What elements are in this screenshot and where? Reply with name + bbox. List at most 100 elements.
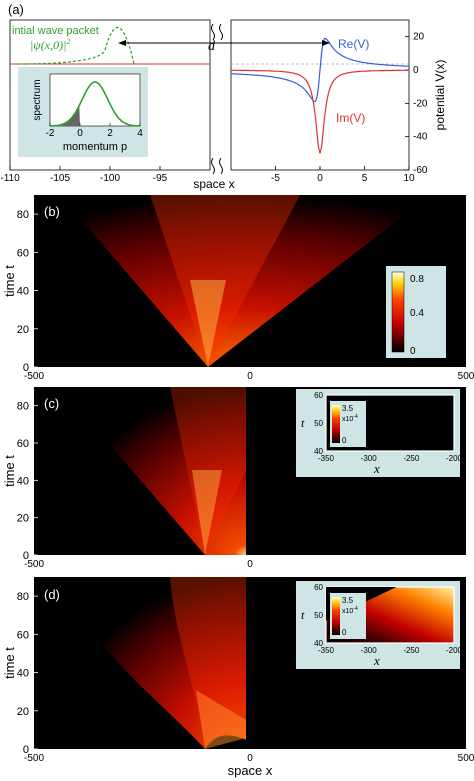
im-v-curve: [231, 69, 409, 154]
heatmap-ytick-label: 80: [17, 209, 29, 221]
psi-label: |ψ(x,0)|2: [30, 37, 70, 52]
heatmap-c-hotspot: [192, 470, 222, 555]
inset-ylabel: t: [301, 416, 305, 430]
heatmap-ytick-label: 0: [23, 744, 29, 756]
heatmap-ytick-label: 60: [17, 438, 29, 450]
inset-xtick-label: -200: [446, 454, 463, 463]
inset-ylabel: t: [301, 608, 305, 622]
inset-ytick-label: 60: [314, 391, 323, 400]
spectrum-inset: -2 0 2 4 spectrum momentum p: [18, 67, 148, 157]
spectrum-xtick-label: -2: [46, 128, 55, 139]
im-v-label: Im(V): [336, 111, 365, 125]
inset-ytick-label: 50: [314, 611, 323, 620]
a-left-xtick-label: -100: [100, 173, 120, 184]
inset-xtick-label: -200: [446, 646, 463, 655]
heatmap-xtick-label: -500: [24, 753, 44, 764]
a-ytick-label: -60: [413, 165, 428, 176]
heatmap-ytick-label: 0: [23, 550, 29, 562]
heatmap-ytick-label: 20: [17, 513, 29, 525]
inset-xtick-label: -350: [318, 646, 335, 655]
distance-arrow-left-head: [118, 40, 126, 46]
inset-colorbar-scale: x10-4: [342, 414, 358, 423]
wave-packet-label: intial wave packet: [12, 25, 99, 37]
a-ytick-label: 20: [413, 32, 425, 43]
inset-xtick-label: -300: [361, 646, 378, 655]
a-right-xtick-label: 5: [362, 173, 368, 184]
distance-label: d: [208, 39, 216, 54]
heatmap-xtick-label: -500: [24, 371, 44, 382]
panel-d-xlabel: space x: [228, 763, 273, 778]
a-right-xtick-label: -5: [271, 173, 280, 184]
inset-xtick-label: -250: [403, 454, 420, 463]
inset-ytick-label: 60: [314, 583, 323, 592]
spectrum-ylabel: spectrum: [32, 79, 43, 120]
inset-colorbar-scale: x10-4: [342, 606, 358, 615]
spectrum-curve: [50, 81, 140, 127]
panel-b-label: (b): [44, 204, 60, 219]
inset-xlabel: x: [373, 461, 380, 476]
heatmap-ytick-label: 0: [23, 362, 29, 374]
a-ytick-label: 0: [413, 65, 419, 76]
panel-a-ylabel: potential V(x): [433, 60, 447, 131]
inset-colorbar: [332, 405, 340, 443]
colorbar-b-tick-mid: 0.4: [410, 308, 424, 319]
colorbar-b: 0.8 0.4 0: [386, 266, 446, 358]
heatmap-xtick-label: 0: [247, 753, 253, 764]
panel-b-ylabel: time t: [2, 265, 17, 297]
heatmap-ytick-label: 80: [17, 401, 29, 413]
spectrum-shaded-area: [50, 105, 80, 126]
inset-colorbar-min: 0: [342, 436, 347, 445]
heatmap-ytick-label: 80: [17, 591, 29, 603]
inset-ytick-label: 50: [314, 419, 323, 428]
panel-a-label: (a): [8, 2, 24, 17]
heatmap-d-hotspot: [196, 690, 246, 749]
colorbar-b-tick-top: 0.8: [410, 274, 424, 285]
heatmap-xtick-label: -500: [24, 559, 44, 570]
inset-colorbar-max: 3.5: [342, 404, 354, 413]
heatmap-d-core: [170, 577, 246, 749]
panel-c-ylabel: time t: [2, 455, 17, 487]
inset-colorbar-min: 0: [342, 628, 347, 637]
a-ytick-label: -20: [413, 98, 428, 109]
heatmap-xtick-label: 500: [458, 753, 474, 764]
axis-break-bottom: [211, 157, 223, 175]
re-v-curve: [230, 37, 410, 103]
colorbar-b-gradient: [391, 271, 405, 353]
inset-ytick-label: 40: [314, 639, 323, 648]
panel-c-label: (c): [44, 396, 59, 411]
inset-ytick-label: 40: [314, 447, 323, 456]
spectrum-xlabel: momentum p: [63, 141, 127, 153]
re-v-label: Re(V): [338, 37, 369, 51]
wave-packet-curve: [17, 26, 135, 65]
panel-d-ylabel: time t: [2, 647, 17, 679]
spectrum-xtick-label: 0: [77, 128, 83, 139]
colorbar-b-tick-bottom: 0: [410, 346, 416, 357]
inset-xtick-label: -250: [403, 646, 420, 655]
heatmap-ytick-label: 40: [17, 286, 29, 298]
heatmap-ytick-label: 60: [17, 247, 29, 259]
inset-colorbar: [332, 597, 340, 635]
heatmap-ytick-label: 40: [17, 475, 29, 487]
spectrum-xtick-label: 4: [137, 128, 143, 139]
heatmap-xtick-label: 500: [458, 371, 474, 382]
heatmap-ytick-label: 40: [17, 668, 29, 680]
heatmap-xtick-label: 0: [247, 559, 253, 570]
inset-colorbar-max: 3.5: [342, 596, 354, 605]
heatmap-ytick-label: 60: [17, 629, 29, 641]
panel-a-xlabel: space x: [193, 177, 234, 191]
inset-xlabel: x: [373, 653, 380, 668]
axis-break-top: [211, 23, 223, 41]
heatmap-b-hotspot: [190, 280, 226, 367]
inset-xtick-label: -300: [361, 454, 378, 463]
heatmap-ytick-label: 20: [17, 706, 29, 718]
a-right-xtick-label: 0: [317, 173, 323, 184]
heatmap-b-fan: [60, 195, 430, 367]
a-left-xtick-label: -105: [50, 173, 70, 184]
